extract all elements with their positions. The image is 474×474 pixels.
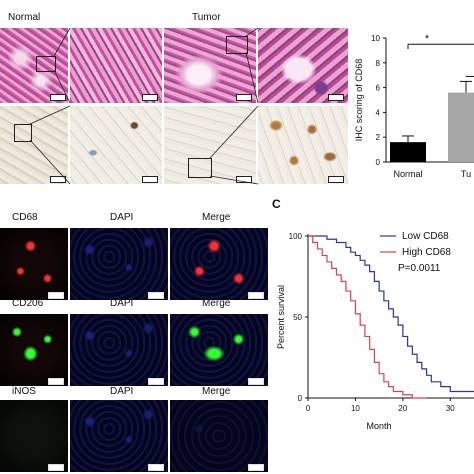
p-value-annotation: P=0.0011	[398, 263, 441, 274]
scale-bar	[50, 94, 66, 101]
scale-bar	[328, 176, 344, 183]
scale-bar	[48, 292, 64, 299]
x-tick-label: Normal	[393, 169, 422, 179]
ihc-bar-chart: 0 2 4 6 8 10 IHC scoring of CD68 Normal Tu *	[354, 33, 474, 179]
y-tick-label: 0	[298, 394, 303, 403]
fluor-image-cd206	[0, 314, 68, 386]
scale-bar	[328, 94, 344, 101]
he-normal-overview	[0, 28, 68, 103]
fluor-image-merge	[170, 400, 268, 472]
bar-tumor	[448, 92, 474, 162]
scale-bar	[248, 378, 264, 385]
zoom-box	[188, 158, 212, 178]
bar-normal	[390, 142, 426, 162]
survival-curve-low-cd68	[308, 235, 474, 393]
y-tick-label: 2	[376, 133, 381, 142]
y-tick-label: 10	[371, 34, 380, 43]
fluor-image-merge	[170, 314, 268, 386]
ihc-tumor-zoom	[258, 106, 348, 184]
x-tick-label: 10	[351, 404, 360, 413]
fluor-label-cd206: CD206	[12, 298, 44, 309]
y-tick-label: 0	[376, 158, 381, 167]
fluor-image-merge	[170, 228, 268, 300]
panel-letter-c: C	[272, 197, 281, 211]
label-tumor: Tumor	[192, 12, 221, 23]
scale-bar	[148, 378, 164, 385]
x-tick-label: 0	[306, 404, 311, 413]
x-tick-label: Tu	[461, 169, 471, 179]
fluor-image-dapi	[70, 228, 168, 300]
fluor-label-dapi: DAPI	[110, 386, 134, 397]
x-tick-label: 30	[446, 404, 455, 413]
x-tick-label: 20	[398, 404, 407, 413]
y-tick-label: 6	[376, 84, 381, 93]
scale-bar	[142, 176, 158, 183]
survival-chart: C 0 50 100 0 10 20 30 Month Percent survival Low C…	[272, 197, 474, 431]
significance-star: *	[425, 33, 430, 45]
fluor-label-merge: Merge	[202, 386, 231, 397]
y-axis-label: Percent survival	[276, 285, 286, 349]
scale-bar	[248, 292, 264, 299]
fluor-label-cd68: CD68	[12, 212, 38, 223]
y-tick-label: 4	[376, 108, 381, 117]
fluor-image-dapi	[70, 314, 168, 386]
label-normal: Normal	[8, 12, 41, 23]
fluor-image-dapi	[70, 400, 168, 472]
fluor-image-cd68	[0, 228, 68, 300]
fluor-label-merge: Merge	[202, 212, 231, 223]
ihc-normal-overview	[0, 106, 68, 184]
survival-curve-high-cd68	[308, 235, 427, 399]
scale-bar	[148, 292, 164, 299]
scale-bar	[48, 464, 64, 471]
y-tick-label: 8	[376, 59, 381, 68]
legend-label: Low CD68	[402, 231, 449, 242]
y-axis-label: IHC scoring of CD68	[354, 59, 364, 142]
fluor-image-inos	[0, 400, 68, 472]
fluor-label-dapi: DAPI	[110, 212, 134, 223]
scale-bar	[236, 94, 252, 101]
scale-bar	[148, 464, 164, 471]
fluor-label-dapi: DAPI	[110, 298, 134, 309]
zoom-box	[14, 124, 32, 142]
y-tick-label: 50	[293, 313, 302, 322]
scale-bar	[248, 464, 264, 471]
he-tumor-zoom	[258, 28, 348, 103]
y-tick-label: 100	[289, 232, 303, 241]
legend-label: High CD68	[402, 247, 451, 258]
fluor-label-inos: iNOS	[12, 386, 36, 397]
zoom-box	[36, 56, 56, 72]
scale-bar	[236, 176, 252, 183]
scale-bar	[48, 378, 64, 385]
zoom-box	[226, 36, 248, 54]
he-normal-zoom	[70, 28, 162, 103]
ihc-normal-zoom	[70, 106, 162, 184]
scale-bar	[142, 94, 158, 101]
he-tumor-overview	[164, 28, 256, 103]
ihc-tumor-overview	[164, 106, 256, 184]
x-axis-label: Month	[366, 421, 391, 431]
fluor-label-merge: Merge	[202, 298, 231, 309]
zoom-connectors	[29, 27, 259, 185]
